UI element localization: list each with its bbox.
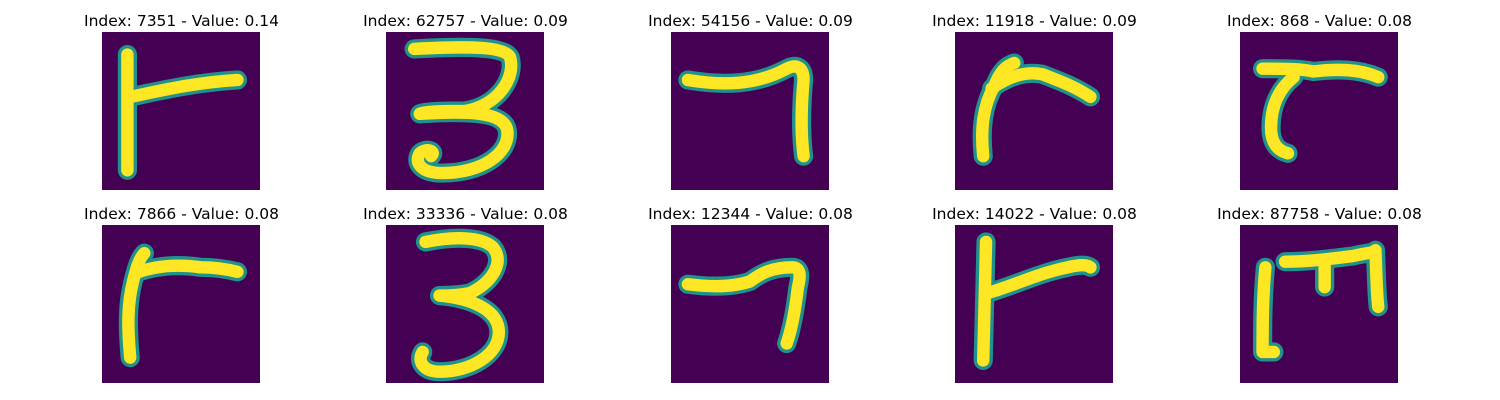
- digit-image: [671, 32, 829, 190]
- panel-title: Index: 7866 - Value: 0.08: [39, 203, 324, 225]
- image-panel: Index: 7351 - Value: 0.14: [39, 10, 324, 190]
- panel-title: Index: 12344 - Value: 0.08: [608, 203, 893, 225]
- panel-title: Index: 7351 - Value: 0.14: [39, 10, 324, 32]
- image-panel: Index: 14022 - Value: 0.08: [892, 203, 1177, 383]
- panel-title: Index: 62757 - Value: 0.09: [323, 10, 608, 32]
- digit-image: [1240, 225, 1398, 383]
- panel-title: Index: 868 - Value: 0.08: [1177, 10, 1462, 32]
- image-background: [671, 225, 829, 383]
- digit-image: [102, 225, 260, 383]
- panel-title: Index: 87758 - Value: 0.08: [1177, 203, 1462, 225]
- image-panel: Index: 868 - Value: 0.08: [1177, 10, 1462, 190]
- panel-title: Index: 54156 - Value: 0.09: [608, 10, 893, 32]
- image-panel: Index: 7866 - Value: 0.08: [39, 203, 324, 383]
- image-panel: Index: 12344 - Value: 0.08: [608, 203, 893, 383]
- image-panel: Index: 33336 - Value: 0.08: [323, 203, 608, 383]
- digit-image: [386, 225, 544, 383]
- image-panel: Index: 54156 - Value: 0.09: [608, 10, 893, 190]
- panel-title: Index: 14022 - Value: 0.08: [892, 203, 1177, 225]
- image-panel: Index: 87758 - Value: 0.08: [1177, 203, 1462, 383]
- panel-title: Index: 33336 - Value: 0.08: [323, 203, 608, 225]
- digit-image: [671, 225, 829, 383]
- digit-image: [102, 32, 260, 190]
- digit-image: [955, 225, 1113, 383]
- stroke: [1375, 250, 1378, 306]
- panel-title: Index: 11918 - Value: 0.09: [892, 10, 1177, 32]
- digit-image: [955, 32, 1113, 190]
- digit-image: [386, 32, 544, 190]
- image-panel: Index: 11918 - Value: 0.09: [892, 10, 1177, 190]
- image-panel: Index: 62757 - Value: 0.09: [323, 10, 608, 190]
- stroke: [983, 242, 986, 361]
- stroke: [136, 266, 238, 273]
- digit-image: [1240, 32, 1398, 190]
